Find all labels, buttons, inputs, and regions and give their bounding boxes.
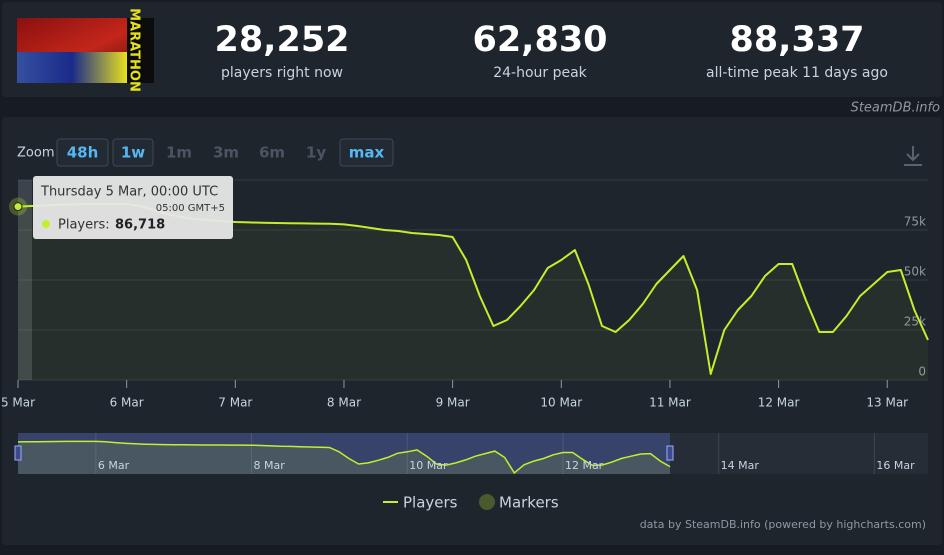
navigator-label: 10 Mar [409,459,448,472]
tooltip-title: Thursday 5 Mar, 00:00 UTC [40,185,218,200]
x-tick-label: 12 Mar [758,396,800,410]
zoom-button-label[interactable]: max [349,144,385,162]
logo-strip [127,18,154,83]
stat-label: 24-hour peak [493,65,587,81]
tooltip-dot [42,220,50,228]
y-tick-label: 75k [904,215,926,229]
stat-label: players right now [221,65,343,81]
zoom-buttons: 48h 1w 1m 3m 6m 1y max [56,138,394,167]
stat-value: 88,337 [729,20,864,60]
game-logo: MARATHON [17,8,154,92]
legend-label[interactable]: Players [403,494,458,512]
navigator-label: 16 Mar [876,459,915,472]
stat-value: 62,830 [472,20,607,60]
navigator-label: 8 Mar [254,459,286,472]
logo-art [17,52,127,83]
navigator-handle[interactable] [14,445,22,461]
stat-value: 28,252 [214,20,349,60]
crosshair [18,180,32,380]
x-tick-label: 7 Mar [218,396,252,410]
line-area [18,204,928,380]
x-tick-label: 9 Mar [436,396,470,410]
navigator-label: 12 Mar [565,459,604,472]
zoom-button-label: 1y [306,144,326,162]
tooltip-subtitle: 05:00 GMT+5 [156,203,225,214]
legend-label[interactable]: Markers [499,494,559,512]
zoom-button-label: 3m [213,144,239,162]
navigator-area [18,441,670,474]
x-tick-label: 11 Mar [649,396,691,410]
zoom-button[interactable] [112,138,154,167]
y-tick-label: 0 [918,365,926,379]
zoom-button[interactable] [339,138,394,167]
navigator-label: 14 Mar [721,459,760,472]
download-icon[interactable] [904,146,922,166]
zoom-label: Zoom [17,146,54,161]
download-glyph [904,146,922,166]
credit: data by SteamDB.info (powered by highcha… [640,518,926,531]
x-tick-label: 8 Mar [327,396,361,410]
tooltip-label: Players: [58,218,110,233]
navigator-handle[interactable] [666,445,674,461]
zoom-button-label[interactable]: 1w [121,144,145,162]
tooltip-value: 86,718 [115,218,165,233]
navigator-line [17,440,671,475]
logo-text: MARATHON [127,8,142,92]
zoom-button-label: 6m [259,144,285,162]
navigator: 6 Mar 8 Mar 10 Mar 12 Mar 14 Mar 16 Mar [14,433,928,475]
x-tick-label: 5 Mar [1,396,35,410]
navigator-label: 6 Mar [98,459,130,472]
x-tick-label: 10 Mar [540,396,582,410]
y-tick-label: 50k [904,265,926,279]
hover-point [13,202,23,212]
stats-panel [2,2,942,97]
legend: Players Markers [383,494,559,512]
x-tick-label: 6 Mar [110,396,144,410]
legend-marker[interactable] [479,494,495,510]
tooltip [33,176,233,239]
zoom-button[interactable] [56,138,109,167]
watermark: SteamDB.info [851,101,940,116]
x-tick-label: 13 Mar [866,396,908,410]
stat-label: all-time peak 11 days ago [706,65,888,81]
zoom-button-label[interactable]: 48h [67,144,99,162]
zoom-button-label: 1m [166,144,192,162]
